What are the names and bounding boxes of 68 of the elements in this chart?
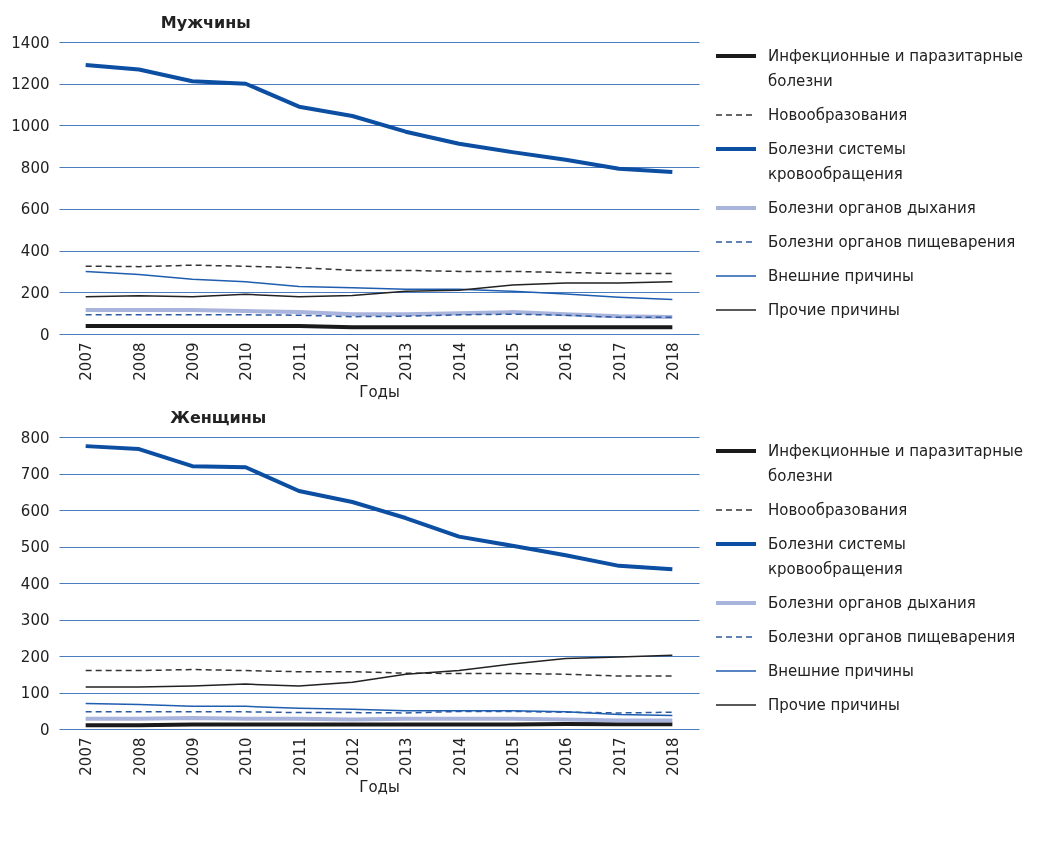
y-tick-label: 600: [20, 501, 50, 520]
line-series: [84, 668, 674, 677]
legend-label: Новообразования: [768, 501, 908, 519]
x-axis-title: Годы: [359, 382, 400, 401]
y-tick-label: 700: [20, 465, 50, 483]
x-tick-label: 2009: [183, 342, 202, 381]
x-tick-label: 2012: [343, 342, 362, 381]
x-tick-label: 2018: [663, 342, 682, 381]
legend-label: Болезни системы кровообращения: [768, 140, 906, 183]
y-tick-label: 1000: [11, 116, 50, 135]
x-tick-label: 2018: [663, 737, 682, 776]
y-tick-label: 400: [20, 574, 50, 593]
y-tick-label: 1200: [11, 75, 50, 94]
x-tick-label: 2007: [77, 342, 96, 381]
y-tick-label: 0: [39, 325, 50, 344]
y-tick-label: 200: [20, 647, 50, 666]
y-tick-label: 1400: [11, 33, 50, 52]
x-tick-label: 2016: [557, 342, 576, 381]
x-tick-label: 2011: [290, 737, 309, 776]
line-series: [84, 264, 674, 275]
x-tick-label: 2017: [610, 737, 629, 776]
x-tick-label: 2010: [237, 342, 256, 381]
line-series: [84, 654, 674, 688]
line-series: [84, 270, 674, 301]
x-tick-label: 2007: [77, 737, 96, 776]
x-tick-label: 2008: [130, 342, 149, 381]
line-series: [84, 281, 674, 298]
chart-title: Мужчины: [160, 13, 251, 32]
legend-label: Болезни органов пищеварения: [768, 233, 1016, 251]
y-tick-label: 600: [20, 200, 50, 219]
y-tick-label: 800: [20, 158, 50, 177]
x-tick-label: 2008: [130, 737, 149, 776]
line-series: [83, 444, 675, 572]
legend-label: Инфекционные и паразитарные болезни: [768, 442, 1024, 485]
y-tick-label: 500: [20, 538, 50, 556]
x-tick-label: 2013: [397, 737, 416, 776]
legend-label: Прочие причины: [768, 301, 900, 319]
x-tick-label: 2014: [450, 342, 469, 381]
x-tick-label: 2017: [610, 342, 629, 381]
x-tick-label: 2011: [290, 342, 309, 381]
legend-label: Инфекционные и паразитарные болезни: [768, 47, 1024, 90]
y-tick-label: 200: [20, 283, 50, 302]
legend-label: Болезни системы кровообращения: [768, 535, 906, 578]
legend-label: Болезни органов дыхания: [768, 199, 976, 217]
line-series: [84, 702, 674, 717]
legend-label: Прочие причины: [768, 696, 900, 714]
y-tick-label: 100: [20, 684, 50, 702]
line-series: [83, 62, 675, 174]
x-tick-label: 2013: [397, 342, 416, 381]
y-tick-label: 400: [20, 242, 50, 261]
x-axis-title: Годы: [359, 777, 400, 796]
legend-label: Болезни органов дыхания: [768, 594, 976, 612]
x-tick-label: 2009: [183, 737, 202, 776]
y-tick-label: 800: [20, 428, 50, 447]
x-tick-label: 2015: [503, 737, 522, 776]
x-tick-label: 2016: [557, 737, 576, 776]
legend-label: Болезни органов пищеварения: [768, 628, 1016, 646]
x-tick-label: 2012: [343, 737, 362, 776]
x-tick-label: 2014: [450, 737, 469, 776]
y-tick-label: 0: [39, 720, 50, 739]
y-tick-label: 300: [20, 611, 50, 629]
legend-label: Внешние причины: [768, 662, 914, 680]
x-tick-label: 2010: [237, 737, 256, 776]
x-tick-label: 2015: [503, 342, 522, 381]
legend-label: Новообразования: [768, 106, 908, 124]
line-series: [83, 308, 675, 319]
chart-title: Женщины: [170, 408, 267, 427]
legend-label: Внешние причины: [768, 267, 914, 285]
